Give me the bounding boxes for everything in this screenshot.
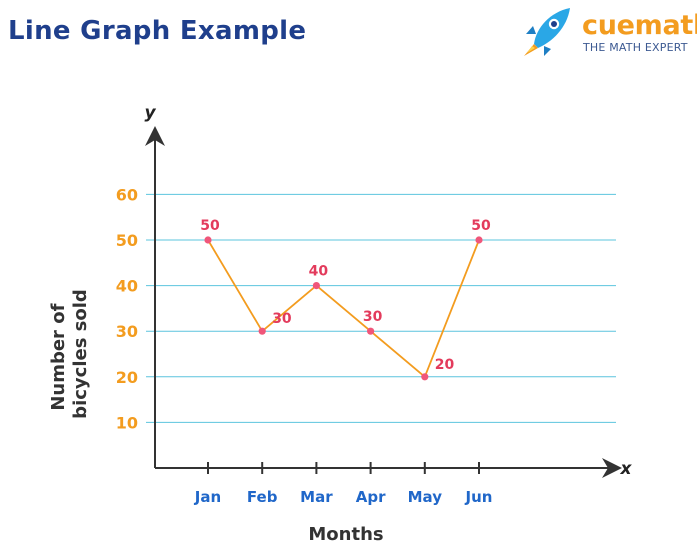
x-ticks: Jan Feb Mar Apr May Jun [194, 462, 493, 506]
data-point [312, 282, 320, 290]
data-label: 30 [272, 311, 292, 327]
x-axis-letter: x [620, 459, 633, 479]
x-tick-label: Jun [465, 488, 493, 506]
y-axis-title: Number of bicycles sold [48, 289, 91, 419]
series-line [207, 239, 480, 378]
y-axis-title-line-1: Number of [48, 303, 69, 410]
data-points [204, 236, 483, 381]
x-tick-label: Feb [247, 488, 278, 506]
data-label: 20 [435, 357, 455, 373]
x-tick-label: Jan [194, 488, 221, 506]
brand-logo[interactable]: cuemath THE MATH EXPERT [520, 4, 697, 56]
y-tick-label: 20 [116, 368, 138, 387]
x-tick-label: Mar [300, 488, 333, 506]
data-label: 30 [363, 309, 383, 325]
page-title: Line Graph Example [8, 16, 307, 46]
y-tick-label: 10 [116, 413, 138, 432]
y-axis-letter: y [144, 103, 156, 123]
y-tick-label: 60 [116, 185, 138, 204]
data-point [367, 327, 375, 335]
data-label: 40 [309, 264, 329, 280]
x-axis-title: Months [308, 524, 383, 545]
brand-name: cuemath [582, 10, 697, 41]
y-axis-title-line-2: bicycles sold [70, 289, 91, 419]
y-tick-label: 30 [116, 322, 138, 341]
y-ticks: 10 20 30 40 50 60 [116, 185, 138, 432]
data-point [204, 236, 212, 244]
data-point [258, 327, 266, 335]
x-tick-label: Apr [356, 488, 386, 506]
y-tick-label: 40 [116, 277, 138, 296]
brand-tagline: THE MATH EXPERT [583, 41, 688, 54]
data-label: 50 [200, 218, 220, 234]
grid-lines [146, 193, 616, 423]
y-tick-label: 50 [116, 231, 138, 250]
data-label: 50 [471, 218, 491, 234]
axes [145, 126, 622, 478]
data-point [475, 236, 483, 244]
rocket-icon [524, 8, 570, 56]
data-point [421, 373, 429, 381]
data-labels: 50 30 40 30 20 50 [200, 218, 491, 373]
x-tick-label: May [408, 488, 443, 506]
